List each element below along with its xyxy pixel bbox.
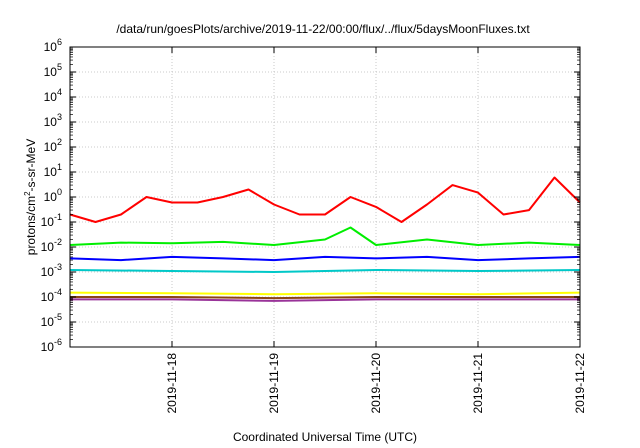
y-tick-base: 10 bbox=[44, 165, 58, 179]
series-line bbox=[70, 298, 580, 302]
y-tick-label: 10-4 bbox=[41, 287, 62, 304]
y-tick-base: 10 bbox=[44, 40, 58, 54]
y-tick-exponent: 6 bbox=[57, 37, 62, 47]
y-tick-exponent: -3 bbox=[54, 262, 62, 272]
y-tick-label: 10-3 bbox=[41, 262, 62, 279]
y-tick-label: 102 bbox=[44, 137, 62, 154]
x-tick-label: 2019-11-22 bbox=[573, 353, 587, 414]
x-axis-label: Coordinated Universal Time (UTC) bbox=[233, 430, 417, 444]
y-tick-base: 10 bbox=[44, 65, 58, 79]
y-tick-exponent: -6 bbox=[54, 337, 62, 347]
y-tick-exponent: 0 bbox=[57, 187, 62, 197]
y-tick-exponent: 1 bbox=[57, 162, 62, 172]
y-tick-base: 10 bbox=[44, 190, 58, 204]
series-line bbox=[69, 291, 581, 296]
series-line bbox=[69, 176, 581, 223]
chart-title: /data/run/goesPlots/archive/2019-11-22/0… bbox=[116, 22, 530, 36]
y-tick-base: 10 bbox=[41, 315, 55, 329]
y-tick-exponent: -5 bbox=[54, 312, 62, 322]
y-tick-exponent: 3 bbox=[57, 112, 62, 122]
y-tick-label: 101 bbox=[44, 162, 62, 179]
y-axis-label: protons/cm2-s-sr-MeV bbox=[23, 139, 38, 255]
y-axis-label-superscript: 2 bbox=[23, 191, 32, 196]
y-axis-ticks: 10-610-510-410-310-210-11001011021031041… bbox=[41, 37, 580, 354]
series-group bbox=[69, 176, 581, 302]
x-tick-label: 2019-11-21 bbox=[471, 353, 485, 414]
y-tick-exponent: -2 bbox=[54, 237, 62, 247]
y-tick-exponent: -4 bbox=[54, 287, 62, 297]
y-tick-label: 10-1 bbox=[41, 212, 62, 229]
y-tick-base: 10 bbox=[41, 340, 55, 354]
y-tick-exponent: 4 bbox=[57, 87, 62, 97]
x-tick-label: 2019-11-18 bbox=[165, 353, 179, 414]
y-axis-label-prefix: protons/cm bbox=[24, 196, 38, 255]
y-tick-base: 10 bbox=[41, 290, 55, 304]
y-tick-label: 10-6 bbox=[41, 337, 62, 354]
y-tick-label: 105 bbox=[44, 62, 62, 79]
y-tick-exponent: 5 bbox=[57, 62, 62, 72]
y-tick-label: 103 bbox=[44, 112, 62, 129]
y-tick-label: 106 bbox=[44, 37, 62, 54]
y-tick-base: 10 bbox=[41, 265, 55, 279]
y-tick-base: 10 bbox=[44, 140, 58, 154]
series-line bbox=[69, 269, 581, 273]
y-tick-exponent: -1 bbox=[54, 212, 62, 222]
y-tick-label: 100 bbox=[44, 187, 62, 204]
y-axis-label-suffix: -s-sr-MeV bbox=[24, 139, 38, 192]
series-line bbox=[69, 226, 581, 246]
series-line bbox=[70, 296, 580, 300]
y-tick-exponent: 2 bbox=[57, 137, 62, 147]
y-tick-base: 10 bbox=[44, 90, 58, 104]
x-tick-label: 2019-11-19 bbox=[267, 353, 281, 414]
y-tick-label: 104 bbox=[44, 87, 62, 104]
x-tick-label: 2019-11-20 bbox=[369, 353, 383, 414]
x-axis-ticks: 2019-11-18 2019-11-19 2019-11-20 2019-11-21… bbox=[165, 47, 587, 414]
y-tick-base: 10 bbox=[44, 115, 58, 129]
y-tick-base: 10 bbox=[41, 240, 55, 254]
y-tick-base: 10 bbox=[41, 215, 55, 229]
y-tick-label: 10-2 bbox=[41, 237, 62, 254]
series-line bbox=[69, 255, 581, 262]
y-tick-label: 10-5 bbox=[41, 312, 62, 329]
